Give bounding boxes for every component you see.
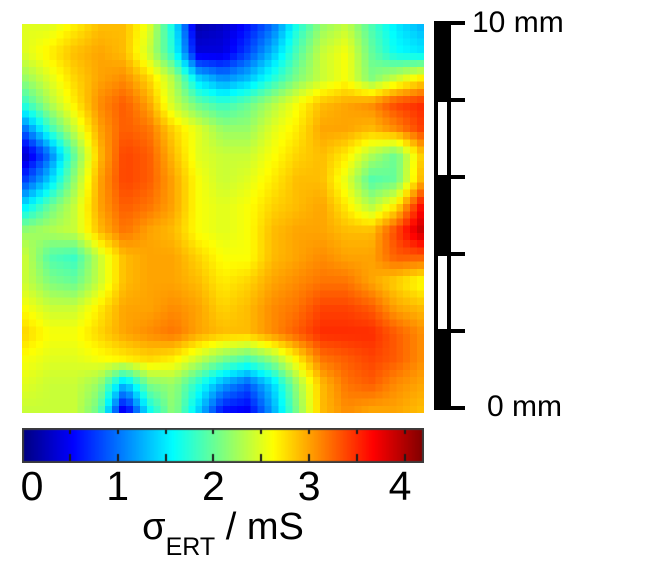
scale-bar-segment <box>434 254 451 331</box>
scale-bar-tick <box>434 175 465 179</box>
scale-bar-bottom-label: 0 mm <box>487 390 562 423</box>
ert-heatmap <box>22 24 424 413</box>
scale-bar-tick <box>434 329 465 333</box>
colorbar-tick-label-3: 3 <box>297 463 321 509</box>
colorbar-tick-label-4: 4 <box>388 463 412 509</box>
scale-bar-tick <box>434 21 465 25</box>
scale-bar-tick <box>434 252 465 256</box>
scale-bar <box>434 23 451 408</box>
scale-bar-top-label: 10 mm <box>472 6 564 39</box>
colorbar-tick-label-0: 0 <box>20 463 44 509</box>
colorbar-axis-label: σERT / mS <box>22 506 424 568</box>
scale-bar-tick <box>434 406 465 410</box>
colorbar-tick-label-2: 2 <box>202 463 225 509</box>
unit-text: / mS <box>215 506 304 548</box>
scale-bar-segment <box>434 100 451 177</box>
scale-bar-segment <box>434 23 451 100</box>
colorbar <box>22 428 424 463</box>
scale-bar-tick <box>434 98 465 102</box>
colorbar-tick-labels: 0 1 2 3 4 <box>20 463 424 509</box>
scale-bar-segment <box>434 331 451 408</box>
sigma-symbol: σ <box>142 506 166 548</box>
colorbar-tick-label-1: 1 <box>106 463 130 509</box>
scale-bar-segment <box>434 177 451 254</box>
sigma-subscript: ERT <box>165 533 216 561</box>
